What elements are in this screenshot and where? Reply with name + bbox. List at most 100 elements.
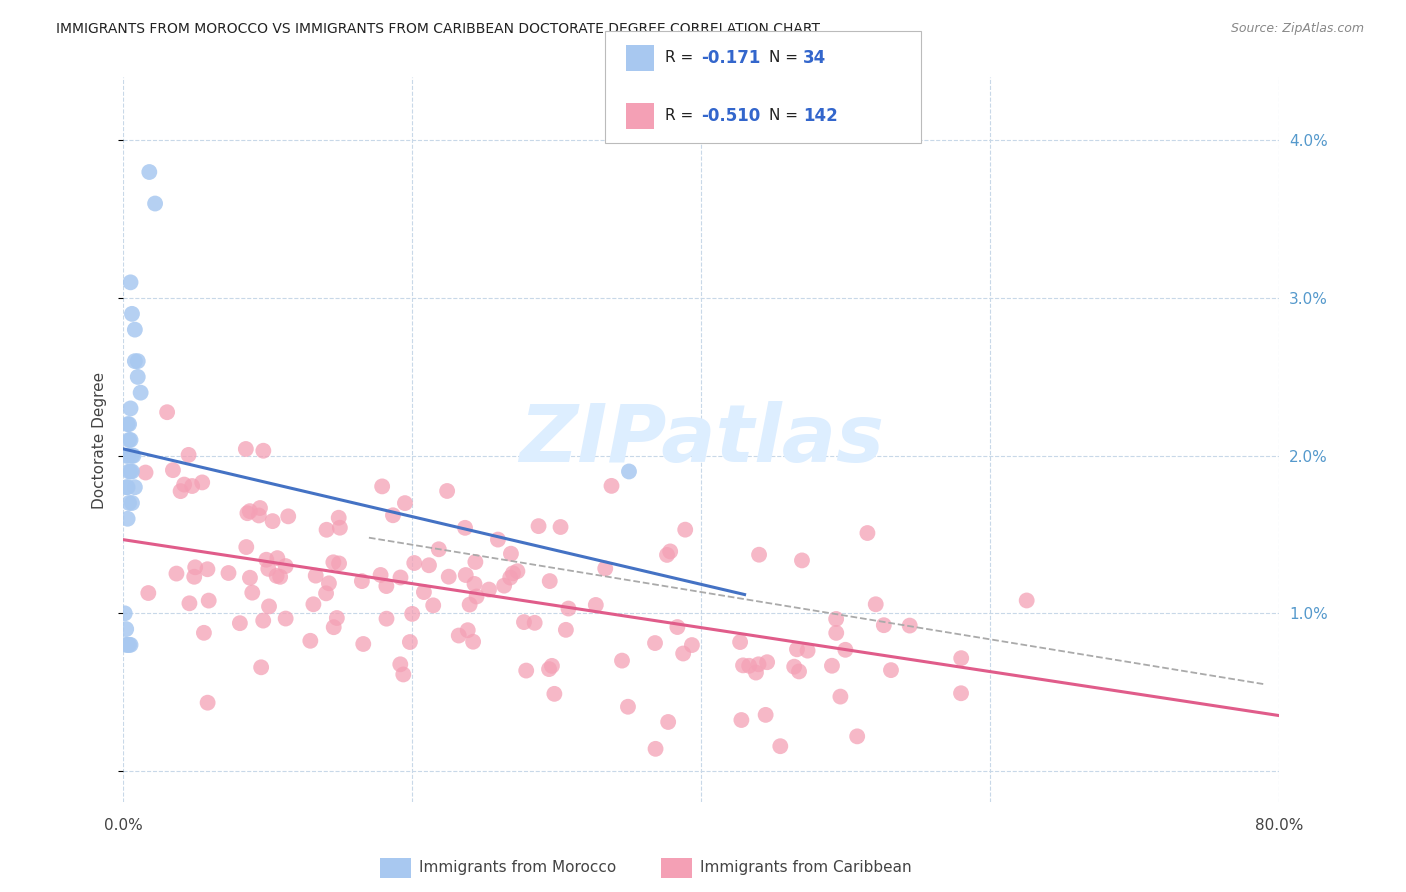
Point [181,479,204,493]
Point [115,638,138,652]
Point [672,647,695,661]
Point [122,449,145,463]
Point [124,354,146,368]
Point [593,561,616,575]
Point [249,501,271,516]
Text: -0.171: -0.171 [702,49,761,67]
Point [731,658,754,673]
Point [748,548,770,562]
Point [124,323,146,337]
Point [783,659,806,673]
Point [747,657,769,672]
Point [538,662,561,676]
Point [169,484,191,499]
Point [825,626,848,640]
Point [156,405,179,419]
Point [950,651,973,665]
Text: -0.510: -0.510 [702,107,761,125]
Text: 34: 34 [803,49,827,67]
Point [375,579,398,593]
Point [478,582,501,597]
Point [120,433,142,447]
Point [499,571,522,585]
Point [673,523,696,537]
Point [114,607,136,621]
Point [117,638,139,652]
Point [454,568,477,582]
Point [880,663,903,677]
Point [745,665,768,680]
Point [825,612,848,626]
Point [118,638,141,652]
Point [659,544,682,558]
Point [865,597,887,611]
Point [728,635,751,649]
Text: N =: N = [769,109,803,123]
Point [117,512,139,526]
Point [898,618,921,632]
Point [322,620,344,634]
Point [197,696,219,710]
Point [162,463,184,477]
Point [755,707,778,722]
Point [550,520,572,534]
Point [173,477,195,491]
Point [846,730,869,744]
Text: R =: R = [665,109,699,123]
Point [787,665,810,679]
Point [120,465,142,479]
Point [183,570,205,584]
Point [464,555,486,569]
Point [600,479,623,493]
Text: Immigrants from Morocco: Immigrants from Morocco [419,860,616,874]
Point [250,660,273,674]
Point [821,658,844,673]
Point [262,514,284,528]
Text: Immigrants from Caribbean: Immigrants from Caribbean [700,860,912,874]
Point [437,570,460,584]
Point [413,585,436,599]
Point [769,739,792,754]
Point [655,548,678,562]
Point [177,448,200,462]
Point [318,576,340,591]
Point [554,623,576,637]
Point [465,590,488,604]
Point [252,443,274,458]
Point [239,571,262,585]
Point [115,480,138,494]
Point [315,523,337,537]
Point [329,521,352,535]
Point [118,417,141,432]
Point [235,442,257,456]
Point [644,636,666,650]
Point [274,611,297,625]
Point [657,714,679,729]
Point [143,196,166,211]
Point [247,508,270,523]
Point [730,713,752,727]
Point [436,483,458,498]
Point [375,612,398,626]
Point [115,622,138,636]
Point [538,574,561,588]
Point [381,508,404,523]
Point [950,686,973,700]
Point [494,579,516,593]
Point [644,741,666,756]
Point [392,667,415,681]
Point [486,533,509,547]
Point [118,465,141,479]
Point [856,526,879,541]
Point [834,642,856,657]
Point [266,569,288,583]
Point [121,449,143,463]
Point [543,687,565,701]
Point [197,593,219,607]
Text: N =: N = [769,51,803,65]
Point [328,510,350,524]
Point [499,547,522,561]
Point [191,475,214,490]
Point [447,628,470,642]
Point [401,607,423,621]
